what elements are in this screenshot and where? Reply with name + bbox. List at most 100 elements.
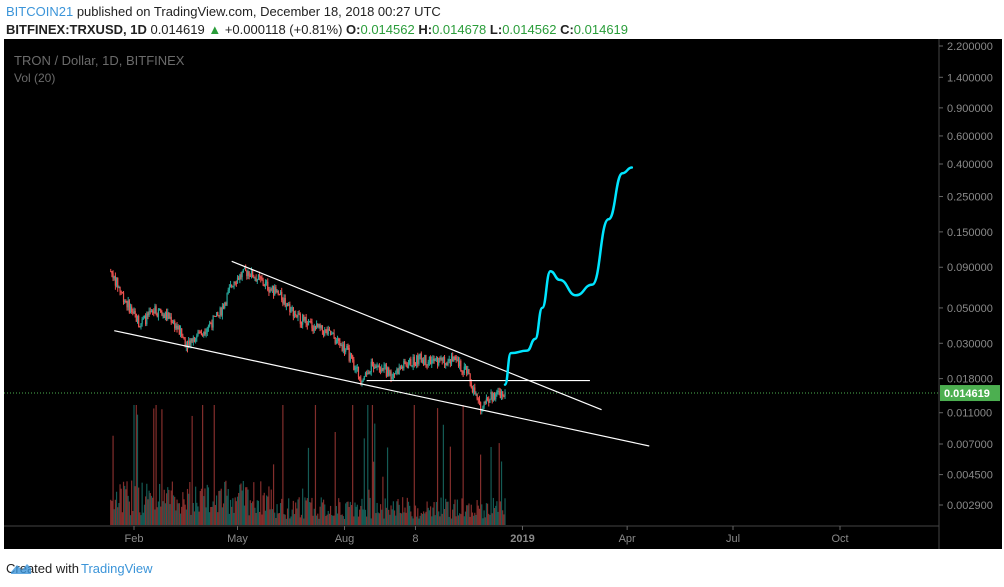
volume-bar bbox=[275, 517, 277, 525]
candle-body bbox=[423, 359, 425, 366]
candle-body bbox=[150, 310, 153, 313]
candle-body bbox=[331, 333, 333, 335]
volume-bar bbox=[272, 464, 275, 525]
volume-bar bbox=[160, 506, 162, 525]
candle-body bbox=[241, 272, 243, 278]
volume-bar bbox=[282, 405, 284, 525]
volume-bar bbox=[346, 501, 348, 525]
drawings[interactable] bbox=[114, 166, 650, 447]
candle-body bbox=[414, 365, 417, 367]
time-tick-label: Jul bbox=[726, 533, 740, 545]
candle-body bbox=[263, 284, 265, 287]
volume-bar bbox=[226, 495, 228, 525]
volume-bar bbox=[342, 516, 344, 525]
volume-bar bbox=[153, 408, 155, 525]
candle-body bbox=[355, 367, 357, 370]
candle-body bbox=[468, 369, 470, 375]
volume-bar bbox=[412, 518, 414, 525]
volume-bar bbox=[302, 488, 304, 525]
candle-body bbox=[257, 274, 260, 280]
candle-body bbox=[245, 268, 247, 271]
volume-bar bbox=[239, 484, 241, 525]
candle-body bbox=[284, 297, 286, 307]
price-tick-label: 0.250000 bbox=[947, 192, 993, 204]
volume-bar bbox=[449, 446, 451, 525]
candle-body bbox=[392, 373, 394, 377]
candle-body bbox=[296, 314, 298, 318]
volume-bar bbox=[131, 480, 133, 525]
volume-bar bbox=[429, 506, 432, 525]
volume-bar bbox=[118, 503, 120, 525]
candle-body bbox=[250, 269, 253, 277]
volume-bar bbox=[383, 518, 385, 525]
volume-bar bbox=[317, 513, 319, 525]
candle-body bbox=[470, 382, 472, 388]
candle-body bbox=[328, 328, 331, 331]
candle-body bbox=[235, 282, 237, 284]
candle-body bbox=[172, 320, 175, 323]
candle-body bbox=[271, 285, 274, 290]
volume-bar bbox=[304, 497, 306, 525]
candle-body bbox=[410, 358, 412, 366]
candle-body bbox=[342, 344, 344, 352]
candle-body bbox=[174, 320, 176, 329]
candle-body bbox=[420, 353, 422, 363]
candle-body bbox=[325, 329, 327, 331]
candle-body bbox=[220, 307, 222, 316]
volume-bar bbox=[200, 488, 203, 525]
candle-body bbox=[147, 313, 149, 316]
volume-bar bbox=[279, 503, 282, 525]
candle-body bbox=[424, 355, 426, 366]
volume-bar bbox=[477, 505, 479, 525]
volume-bar bbox=[112, 435, 114, 525]
volume-bar bbox=[405, 512, 407, 525]
candle-body bbox=[382, 368, 384, 370]
volume-bar bbox=[148, 490, 150, 525]
volume-bar bbox=[295, 502, 297, 525]
tradingview-logo-icon bbox=[11, 564, 31, 574]
time-axis[interactable]: Feb May Aug 8 2019 Apr Jul Oct bbox=[4, 525, 939, 545]
volume-bar bbox=[392, 501, 394, 525]
volume-bar bbox=[488, 513, 490, 525]
candle-body bbox=[256, 279, 258, 282]
volume-bar bbox=[198, 511, 200, 525]
candle-body bbox=[195, 337, 197, 342]
candle-body bbox=[233, 281, 235, 287]
volume-bar bbox=[143, 504, 146, 525]
candle-body bbox=[384, 364, 386, 366]
candle-body bbox=[368, 372, 370, 374]
candle-body bbox=[226, 293, 228, 305]
candle-body bbox=[197, 331, 199, 336]
volume-bar bbox=[175, 510, 177, 525]
volume-bar bbox=[347, 501, 349, 525]
volume-bar bbox=[396, 501, 398, 525]
volume-bar bbox=[386, 447, 389, 525]
volume-bar bbox=[181, 506, 183, 525]
volume-bar bbox=[333, 515, 335, 525]
volume-bar bbox=[122, 481, 125, 525]
volume-bar bbox=[382, 476, 384, 525]
candle-body bbox=[227, 290, 229, 294]
volume-bar bbox=[224, 481, 226, 525]
candle-body bbox=[179, 328, 182, 335]
author-link[interactable]: BITCOIN21 bbox=[6, 4, 74, 19]
volume-bar bbox=[121, 512, 123, 525]
volume-bar bbox=[172, 495, 175, 525]
candle-body bbox=[141, 318, 143, 324]
volume-bar bbox=[431, 516, 433, 525]
candle-body bbox=[335, 340, 337, 344]
price-axis[interactable]: 2.200000 1.400000 0.900000 0.600000 0.400000… bbox=[4, 39, 1000, 549]
candle-body bbox=[229, 284, 232, 288]
candle-body bbox=[285, 305, 287, 307]
volume-bar bbox=[234, 497, 236, 525]
candle-body bbox=[322, 331, 325, 336]
candle-body bbox=[336, 338, 339, 341]
tradingview-link[interactable]: TradingView bbox=[80, 561, 153, 576]
candle-body bbox=[185, 344, 187, 348]
volume-bar bbox=[381, 509, 383, 525]
volume-bar bbox=[433, 502, 435, 525]
candle-body bbox=[372, 365, 375, 369]
volume-bar bbox=[352, 405, 354, 525]
price-chart[interactable]: 2.200000 1.400000 0.900000 0.600000 0.400000… bbox=[4, 39, 1002, 549]
chart-area[interactable]: 2.200000 1.400000 0.900000 0.600000 0.400000… bbox=[4, 39, 1002, 549]
